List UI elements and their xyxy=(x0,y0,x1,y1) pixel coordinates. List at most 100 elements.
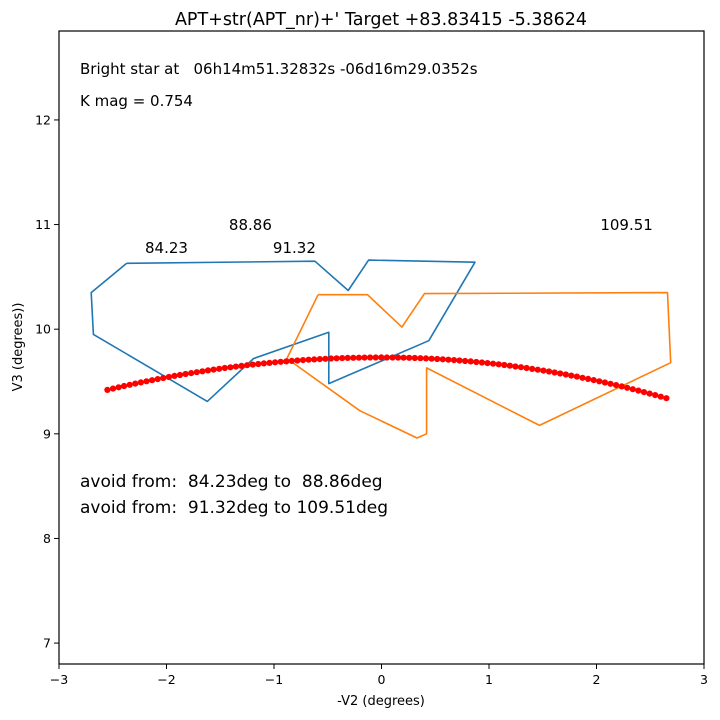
track-point xyxy=(249,361,256,368)
track-point xyxy=(663,395,670,402)
track-point xyxy=(232,363,239,370)
track-point xyxy=(188,370,195,377)
track-point xyxy=(462,357,469,365)
y-axis-label: V3 (degrees)) xyxy=(11,303,26,392)
track-point xyxy=(143,378,150,385)
track-point xyxy=(171,372,178,379)
track-point xyxy=(149,377,156,384)
track-point xyxy=(389,354,396,361)
x-tick-label: 0 xyxy=(378,672,386,687)
track-point xyxy=(193,369,200,376)
track-point xyxy=(445,356,452,363)
track-point xyxy=(428,355,435,362)
track-point xyxy=(294,357,301,364)
track-point xyxy=(316,356,323,363)
track-point xyxy=(523,364,530,372)
avoid-range-1-annotation: avoid from: 84.23deg to 88.86deg xyxy=(80,472,383,492)
track-point xyxy=(495,361,502,368)
track-point xyxy=(562,371,569,378)
series-1-outline xyxy=(90,259,476,403)
k-mag-annotation: K mag = 0.754 xyxy=(80,92,193,110)
track-point xyxy=(132,380,139,387)
x-tick-label: −3 xyxy=(50,672,68,687)
track-point xyxy=(288,357,295,364)
x-tick-label: −1 xyxy=(265,672,283,687)
chart-title: APT+str(APT_nr)+' Target +83.83415 -5.38… xyxy=(175,10,587,30)
track-point xyxy=(456,357,463,364)
track-point xyxy=(417,355,424,362)
track-point xyxy=(109,385,117,392)
track-point xyxy=(512,363,519,370)
track-point xyxy=(629,386,636,393)
track-point xyxy=(601,379,609,386)
track-point xyxy=(311,356,318,363)
x-tick-label: 3 xyxy=(700,672,708,687)
track-point xyxy=(545,368,553,375)
track-point xyxy=(344,354,351,361)
track-point xyxy=(227,364,234,371)
track-point xyxy=(277,358,284,365)
track-point xyxy=(652,392,659,399)
track-point xyxy=(657,393,664,400)
y-tick-label: 8 xyxy=(43,531,51,546)
track-point xyxy=(361,354,368,361)
x-axis: −3 −2 −1 0 1 2 3 xyxy=(50,664,708,687)
track-point xyxy=(333,355,340,362)
x-tick-label: 1 xyxy=(485,672,493,687)
track-point xyxy=(367,354,374,361)
track-point xyxy=(210,366,217,373)
track-point xyxy=(411,354,418,362)
track-point xyxy=(372,354,379,361)
track-point xyxy=(450,357,458,364)
bright-star-annotation: Bright star at 06h14m51.32832s -06d16m29… xyxy=(80,60,478,78)
track-point xyxy=(266,359,273,366)
track-point xyxy=(557,370,564,377)
track-point xyxy=(327,355,335,362)
series-2-outline xyxy=(286,291,672,439)
track-point xyxy=(613,382,620,389)
angle-label: 84.23 xyxy=(145,239,188,257)
track-point xyxy=(596,378,603,385)
track-point xyxy=(529,365,536,372)
track-point xyxy=(350,354,357,361)
track-point xyxy=(126,381,133,388)
track-point xyxy=(272,359,279,366)
y-axis: 7 8 9 10 11 12 xyxy=(35,112,59,651)
track-point xyxy=(540,367,547,374)
avoid-range-2-annotation: avoid from: 91.32deg to 109.51deg xyxy=(80,498,388,518)
angle-label: 109.51 xyxy=(600,216,653,234)
track-point xyxy=(154,376,161,383)
x-tick-label: −2 xyxy=(157,672,175,687)
track-point xyxy=(573,373,581,380)
track-point xyxy=(283,358,290,365)
track-point xyxy=(255,360,262,368)
track-point xyxy=(260,360,267,367)
track-point xyxy=(607,380,614,387)
track-point xyxy=(439,356,446,363)
track-point xyxy=(590,377,597,384)
track-point xyxy=(121,382,128,390)
track-point xyxy=(534,366,541,373)
track-point xyxy=(624,384,631,391)
track-point xyxy=(383,354,390,361)
track-point xyxy=(568,372,575,379)
track-point xyxy=(585,375,592,382)
track-point xyxy=(490,360,497,367)
track-point xyxy=(434,355,441,363)
track-point xyxy=(484,360,491,367)
track-point xyxy=(422,355,430,362)
track-point xyxy=(137,379,144,386)
track-point xyxy=(204,367,212,374)
track-point xyxy=(160,374,167,382)
track-point xyxy=(635,387,642,394)
track-point xyxy=(517,364,525,371)
track-point xyxy=(395,354,402,361)
track-point xyxy=(216,365,223,372)
angle-label: 91.32 xyxy=(273,239,316,257)
track-point xyxy=(406,354,413,361)
track-point xyxy=(579,374,586,381)
track-point xyxy=(478,359,485,366)
track-point xyxy=(165,373,172,381)
track-point xyxy=(199,368,206,375)
